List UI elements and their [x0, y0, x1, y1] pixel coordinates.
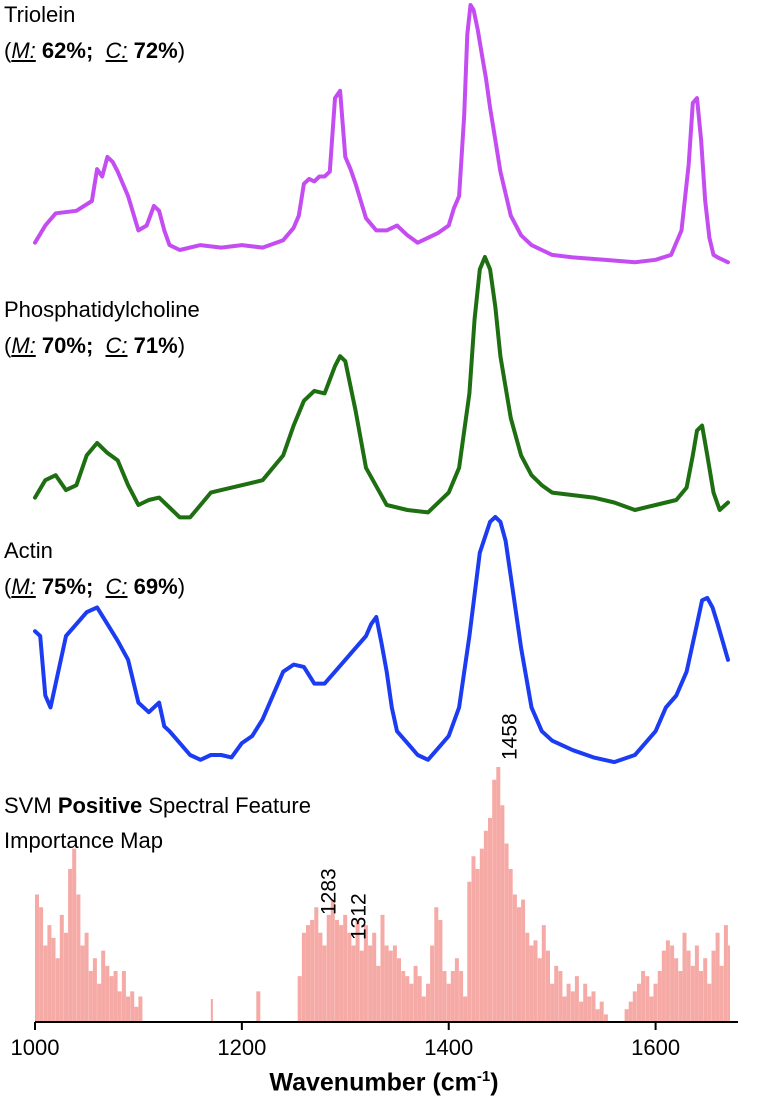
- x-tick-label-1400: 1400: [424, 1035, 473, 1060]
- actin-spectrum: [33, 515, 730, 765]
- pc-label: Phosphatidylcholine: [4, 297, 200, 322]
- phosphatidylcholine-spectrum: [33, 255, 730, 520]
- x-axis-title: Wavenumber (cm-1): [269, 1068, 499, 1097]
- x-tick-label-1600: 1600: [631, 1035, 680, 1060]
- actin-label: Actin: [4, 538, 53, 563]
- triolein-spectrum: [33, 3, 730, 265]
- actin-metrics: (M: 75%; C: 69%): [4, 574, 186, 599]
- triolein-metrics: (M: 62%; C: 72%): [4, 38, 186, 63]
- importance-title: SVM Positive Spectral Feature: [4, 793, 311, 818]
- pc-metrics: (M: 70%; C: 71%): [4, 333, 186, 358]
- triolein-label: Triolein: [4, 2, 76, 27]
- peak-label-1312: 1312: [348, 893, 371, 940]
- x-tick-label-1200: 1200: [217, 1035, 266, 1060]
- peak-label-1283: 1283: [318, 868, 341, 915]
- importance-title-line2: Importance Map: [4, 828, 163, 853]
- importance-map: [35, 767, 730, 1022]
- x-tick-label-1000: 1000: [11, 1035, 60, 1060]
- peak-label-1458: 1458: [499, 713, 522, 760]
